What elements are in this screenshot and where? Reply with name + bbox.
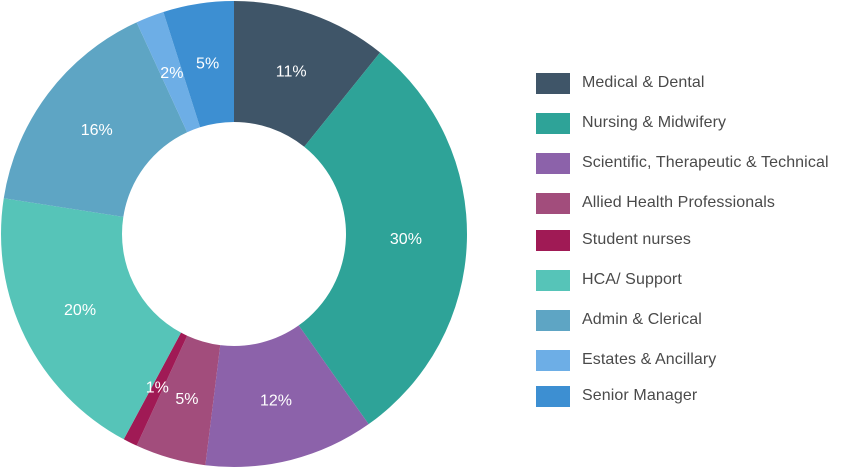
donut-chart: 11% 30% 12% 5% 1% 20% 16% 2% 5% [0,1,467,467]
slice-student-nurses [123,332,188,446]
legend-item-estates-ancillary: Estates & Ancillary [536,347,829,373]
legend-label: Admin & Clerical [582,311,702,328]
slice-label-scientific-therapeutic-technical: 12% [260,392,292,409]
slice-scientific-therapeutic-technical [205,325,369,467]
legend-label: Scientific, Therapeutic & Technical [582,154,829,171]
slice-label-admin-clerical: 16% [81,122,113,139]
legend-label: Estates & Ancillary [582,351,717,368]
slice-label-estates-ancillary: 2% [160,65,183,82]
donut-slices [0,1,467,467]
legend-item-nursing-midwifery: Nursing & Midwifery [536,110,829,136]
legend-item-allied-health-professionals: Allied Health Professionals [536,190,829,216]
legend-item-scientific-therapeutic-technical: Scientific, Therapeutic & Technical [536,150,829,176]
slice-label-senior-manager: 5% [196,56,219,73]
legend-label: Medical & Dental [582,74,705,91]
slice-allied-health-professionals [136,335,221,466]
slice-nursing-midwifery [298,52,467,425]
legend-label: Student nurses [582,231,692,248]
legend-item-hca-support: HCA/ Support [536,267,829,293]
legend-swatch [536,269,570,291]
legend-label: Senior Manager [582,387,698,404]
legend-swatch [536,309,570,331]
legend-label: HCA/ Support [582,271,682,288]
legend-item-student-nurses: Student nurses [536,227,829,253]
legend-swatch [536,229,570,251]
legend-label: Allied Health Professionals [582,194,776,211]
legend-swatch [536,112,570,134]
legend-swatch [536,192,570,214]
slice-estates-ancillary [136,11,201,133]
slice-label-medical-dental: 11% [276,63,307,80]
legend-swatch [536,385,570,407]
legend-item-medical-dental: Medical & Dental [536,70,829,96]
donut-slice-labels: 11% 30% 12% 5% 1% 20% 16% 2% 5% [64,56,422,410]
legend-label: Nursing & Midwifery [582,114,727,131]
legend-swatch [536,72,570,94]
slice-label-nursing-midwifery: 30% [390,231,422,248]
legend-swatch [536,152,570,174]
legend-swatch [536,349,570,371]
slice-senior-manager [163,1,234,128]
slice-medical-dental [234,1,381,147]
chart-legend: Medical & Dental Nursing & Midwifery Scien… [536,70,829,423]
slice-label-hca-support: 20% [64,302,96,319]
slice-label-allied-health-professionals: 5% [175,391,198,408]
slice-hca-support [0,198,182,440]
legend-item-admin-clerical: Admin & Clerical [536,307,829,333]
legend-item-senior-manager: Senior Manager [536,383,829,409]
slice-label-student-nurses: 1% [146,379,169,396]
slice-admin-clerical [3,22,188,217]
